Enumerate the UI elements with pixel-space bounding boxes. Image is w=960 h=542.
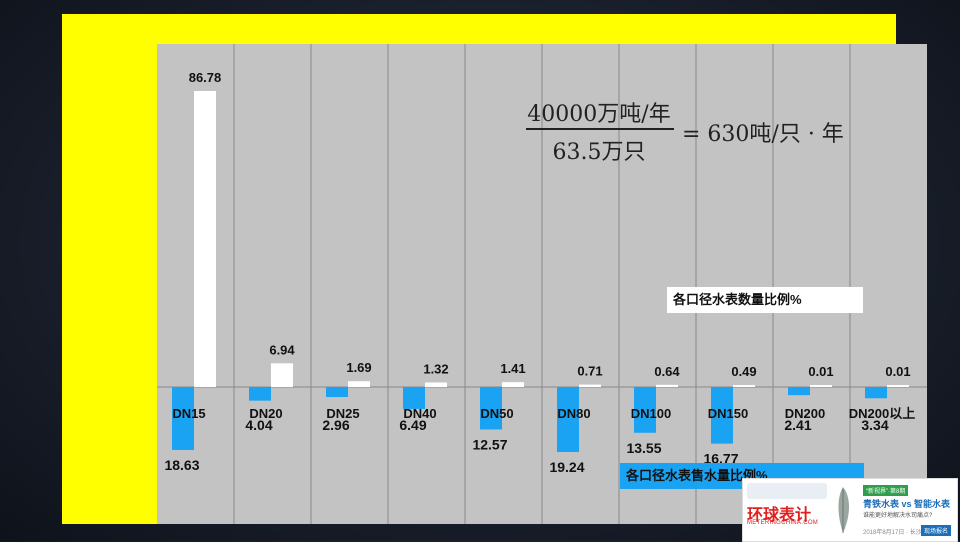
data-label-sales-ratio: 2.96 bbox=[322, 417, 349, 433]
watermark-tagline: 谁能更好地解决水司痛点? bbox=[863, 513, 933, 519]
bar-sales-ratio bbox=[403, 387, 425, 409]
bar-sales-ratio bbox=[865, 387, 887, 399]
bar-sales-ratio bbox=[249, 387, 271, 401]
bar-sales-ratio bbox=[480, 387, 502, 430]
category-label: DN100 bbox=[631, 406, 671, 421]
bar-sales-ratio bbox=[711, 387, 733, 444]
bar-count-ratio bbox=[194, 91, 216, 387]
watermark-badge: “新视界”·第8期 bbox=[863, 485, 909, 496]
data-label-sales-ratio: 6.49 bbox=[399, 417, 426, 433]
watermark-headline: 青铁水表 vs 智能水表 bbox=[863, 499, 951, 509]
bar-sales-ratio bbox=[326, 387, 348, 397]
bar-count-ratio bbox=[502, 382, 524, 387]
bar-sales-ratio bbox=[788, 387, 810, 396]
data-label-count-ratio: 6.94 bbox=[269, 342, 295, 357]
data-label-count-ratio: 1.41 bbox=[500, 361, 525, 376]
category-label: DN150 bbox=[708, 406, 748, 421]
world-map-icon bbox=[747, 483, 827, 499]
category-label: DN40 bbox=[403, 406, 436, 421]
data-label-count-ratio: 1.32 bbox=[423, 361, 448, 376]
watermark-site: METERINGCHINA.COM bbox=[747, 520, 819, 526]
category-label: DN200以上 bbox=[849, 406, 915, 421]
data-label-count-ratio: 1.69 bbox=[346, 360, 371, 375]
plot-area: 86.78 DN15 18.63 6.94 DN20 4.04 1.69 DN25 2.96 1.… bbox=[157, 44, 927, 524]
category-label: DN25 bbox=[326, 406, 359, 421]
data-label-sales-ratio: 16.77 bbox=[703, 451, 738, 467]
bar-count-ratio bbox=[348, 381, 370, 387]
data-label-count-ratio: 0.01 bbox=[885, 364, 910, 379]
data-label-count-ratio: 86.78 bbox=[189, 70, 222, 85]
category-label: DN15 bbox=[172, 406, 205, 421]
slide-frame: 86.78 DN15 18.63 6.94 DN20 4.04 1.69 DN25 2.96 1.… bbox=[62, 14, 927, 524]
bar-count-ratio bbox=[271, 363, 293, 387]
category-label: DN200 bbox=[785, 406, 825, 421]
data-label-sales-ratio: 18.63 bbox=[164, 457, 199, 473]
bar-count-ratio bbox=[733, 385, 755, 387]
feather-icon bbox=[838, 487, 849, 533]
formula-numerator: 40000万吨/年 bbox=[527, 102, 671, 127]
category-label: DN20 bbox=[249, 406, 282, 421]
watermark-brand: 环球表计 bbox=[747, 507, 812, 524]
data-label-count-ratio: 0.49 bbox=[731, 364, 756, 379]
bar-count-ratio bbox=[425, 382, 447, 387]
bar-sales-ratio bbox=[634, 387, 656, 433]
category-label: DN50 bbox=[480, 406, 513, 421]
data-label-count-ratio: 0.01 bbox=[808, 364, 833, 379]
data-label-count-ratio: 0.71 bbox=[577, 364, 602, 379]
data-label-sales-ratio: 13.55 bbox=[626, 440, 661, 456]
bar-sales-ratio bbox=[557, 387, 579, 452]
bar-sales-ratio bbox=[172, 387, 194, 450]
category-label: DN80 bbox=[557, 406, 590, 421]
formula-result: = 630吨/只 · 年 bbox=[682, 122, 844, 147]
bar-count-ratio bbox=[887, 385, 909, 387]
data-label-sales-ratio: 3.34 bbox=[861, 417, 888, 433]
data-label-sales-ratio: 12.57 bbox=[472, 436, 507, 452]
formula-denominator: 63.5万只 bbox=[552, 140, 646, 165]
bar-count-ratio bbox=[579, 384, 601, 387]
data-label-sales-ratio: 4.04 bbox=[245, 417, 272, 433]
bar-count-ratio bbox=[810, 385, 832, 387]
watermark-signup-button: 现场报名 bbox=[921, 525, 952, 536]
bar-count-ratio bbox=[656, 384, 678, 387]
data-label-sales-ratio: 2.41 bbox=[784, 417, 811, 433]
legend-count-ratio: 各口径水表数量比例% bbox=[667, 287, 863, 313]
metering-china-watermark: 环球表计 METERINGCHINA.COM “新视界”·第8期 青铁水表 vs… bbox=[742, 478, 958, 542]
data-label-count-ratio: 0.64 bbox=[654, 364, 680, 379]
data-label-sales-ratio: 19.24 bbox=[549, 459, 584, 475]
formula-fraction-bar bbox=[526, 128, 674, 130]
watermark-date: 2018年8月17日 · 长沙 bbox=[863, 530, 922, 536]
